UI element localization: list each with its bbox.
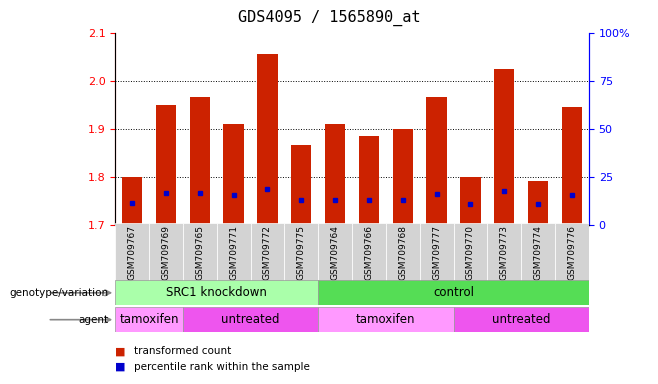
Bar xyxy=(352,223,386,282)
Bar xyxy=(190,98,210,225)
Text: control: control xyxy=(433,286,474,299)
Bar xyxy=(318,280,589,305)
Bar xyxy=(251,223,284,282)
Bar xyxy=(183,307,318,332)
Text: GSM709777: GSM709777 xyxy=(432,225,441,280)
Bar xyxy=(149,223,183,282)
Bar xyxy=(521,223,555,282)
Text: GSM709766: GSM709766 xyxy=(365,225,374,280)
Bar xyxy=(359,136,379,225)
Bar xyxy=(453,223,488,282)
Bar xyxy=(122,177,142,225)
Text: GSM709771: GSM709771 xyxy=(229,225,238,280)
Bar xyxy=(115,307,183,332)
Text: GSM709765: GSM709765 xyxy=(195,225,204,280)
Bar xyxy=(494,69,515,225)
Bar xyxy=(562,107,582,225)
Bar xyxy=(393,129,413,225)
Bar xyxy=(224,124,243,225)
Bar xyxy=(386,223,420,282)
Text: GDS4095 / 1565890_at: GDS4095 / 1565890_at xyxy=(238,10,420,26)
Bar xyxy=(420,223,453,282)
Bar xyxy=(488,223,521,282)
Text: GSM709772: GSM709772 xyxy=(263,225,272,280)
Bar xyxy=(461,177,480,225)
Bar xyxy=(426,98,447,225)
Text: untreated: untreated xyxy=(221,313,280,326)
Text: GSM709776: GSM709776 xyxy=(567,225,576,280)
Text: tamoxifen: tamoxifen xyxy=(119,313,179,326)
Text: SRC1 knockdown: SRC1 knockdown xyxy=(166,286,267,299)
Bar xyxy=(318,223,352,282)
Text: ■: ■ xyxy=(115,362,126,372)
Text: ■: ■ xyxy=(115,346,126,356)
Text: GSM709770: GSM709770 xyxy=(466,225,475,280)
Bar xyxy=(318,307,453,332)
Bar xyxy=(183,223,216,282)
Bar xyxy=(528,181,548,225)
Text: untreated: untreated xyxy=(492,313,551,326)
Bar xyxy=(257,54,278,225)
Bar xyxy=(115,280,318,305)
Text: GSM709764: GSM709764 xyxy=(330,225,340,280)
Text: percentile rank within the sample: percentile rank within the sample xyxy=(134,362,309,372)
Text: GSM709773: GSM709773 xyxy=(500,225,509,280)
Text: transformed count: transformed count xyxy=(134,346,231,356)
Text: GSM709767: GSM709767 xyxy=(128,225,137,280)
Text: genotype/variation: genotype/variation xyxy=(9,288,109,298)
Bar xyxy=(291,146,311,225)
Bar xyxy=(555,223,589,282)
Text: GSM709774: GSM709774 xyxy=(534,225,543,280)
Bar xyxy=(453,307,589,332)
Text: tamoxifen: tamoxifen xyxy=(356,313,416,326)
Bar xyxy=(325,124,345,225)
Bar xyxy=(115,223,149,282)
Text: GSM709768: GSM709768 xyxy=(398,225,407,280)
Text: GSM709775: GSM709775 xyxy=(297,225,306,280)
Bar xyxy=(216,223,251,282)
Text: GSM709769: GSM709769 xyxy=(161,225,170,280)
Bar xyxy=(284,223,318,282)
Bar xyxy=(156,105,176,225)
Text: agent: agent xyxy=(78,314,109,325)
